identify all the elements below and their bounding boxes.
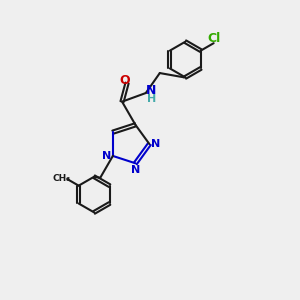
Text: Cl: Cl [207,32,220,45]
Text: H: H [146,94,156,104]
Text: CH₃: CH₃ [52,175,70,184]
Text: O: O [119,74,130,86]
Text: N: N [151,139,160,149]
Text: N: N [131,165,140,175]
Text: N: N [146,84,156,97]
Text: N: N [102,151,111,161]
